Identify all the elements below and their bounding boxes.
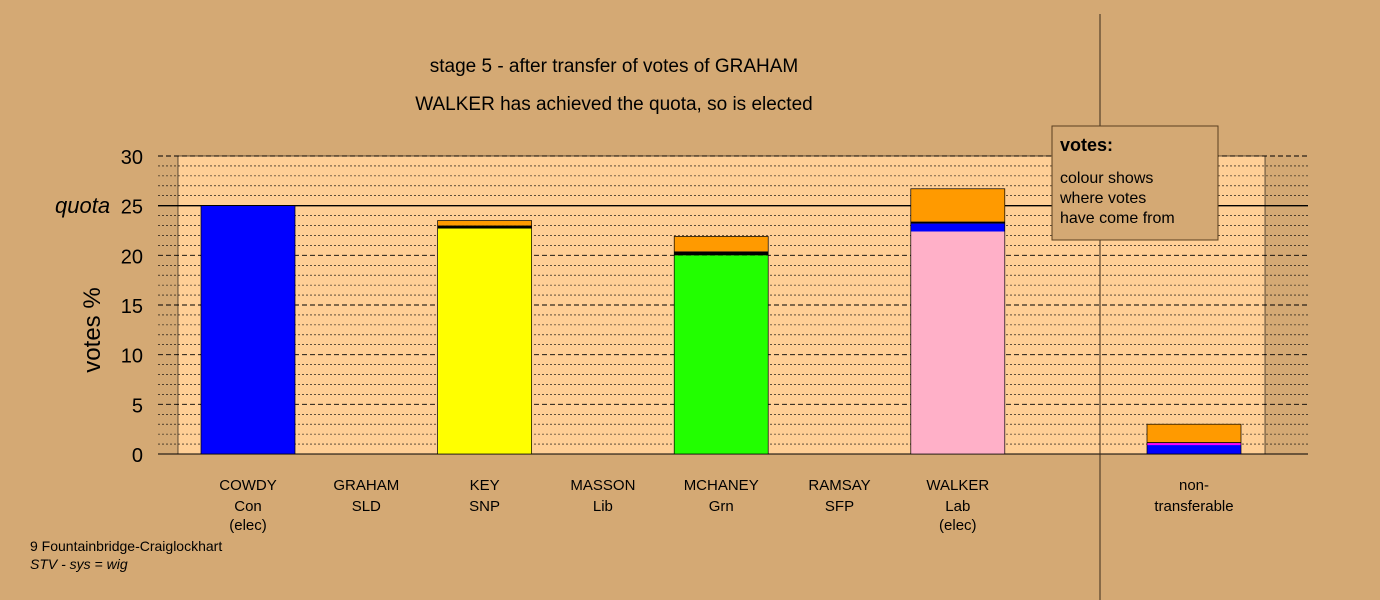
nontransferable-label-1: non-	[1179, 477, 1209, 494]
y-tick-label: 30	[121, 147, 143, 169]
bar-segment	[674, 255, 769, 454]
bar-outline	[1146, 423, 1242, 455]
candidate-party: Lib	[593, 498, 613, 515]
candidate-name: WALKER	[926, 477, 989, 494]
bar-outline	[910, 188, 1006, 455]
bar-segment	[1147, 442, 1241, 444]
chart-subtitle: WALKER has achieved the quota, so is ele…	[415, 94, 812, 115]
y-tick-label: 5	[132, 395, 143, 417]
y-tick-label: 0	[132, 445, 143, 467]
bar-cowdy	[200, 205, 296, 455]
legend-title: votes:	[1060, 135, 1113, 155]
legend-line-1: colour shows	[1060, 170, 1153, 187]
bar-segment	[910, 221, 1005, 224]
bar-segment	[1147, 445, 1241, 454]
candidate-party: Grn	[709, 498, 734, 515]
y-axis: 0 5 10 15 20 25 30	[121, 147, 143, 467]
candidate-name: MCHANEY	[684, 477, 759, 494]
footer: 9 Fountainbridge-Craiglockhart STV - sys…	[30, 537, 222, 573]
bar-segment	[910, 223, 1005, 232]
bar-segment	[437, 228, 532, 454]
legend-line-3: have come from	[1060, 210, 1175, 227]
candidate-name: COWDY	[219, 477, 277, 494]
bar-mchaney	[673, 236, 769, 455]
candidate-name: KEY	[470, 477, 500, 494]
bar-segment	[201, 205, 295, 454]
bar-outline	[200, 205, 296, 455]
system-label: STV - sys = wig	[30, 556, 128, 572]
bar-outline	[673, 236, 769, 455]
ward-name: 9 Fountainbridge-Craiglockhart	[30, 538, 223, 554]
candidate-status: (elec)	[939, 517, 977, 534]
y-axis-label: votes %	[79, 287, 106, 372]
bar-segment	[437, 220, 532, 226]
candidate-status: (elec)	[229, 517, 267, 534]
nontransferable-label-2: transferable	[1154, 498, 1233, 515]
y-tick-label: 20	[121, 246, 143, 268]
bar-nontransferable	[1146, 423, 1242, 455]
bar-key	[437, 220, 532, 455]
candidate-name: RAMSAY	[808, 477, 870, 494]
x-labels: COWDY Con (elec) GRAHAM SLD KEY SNP MASSON Lib MC…	[219, 477, 1233, 534]
y-tick-label: 25	[121, 197, 143, 219]
candidate-party: Con	[234, 498, 262, 515]
chart-title: stage 5 - after transfer of votes of GRA…	[430, 56, 799, 77]
candidate-party: SLD	[352, 498, 381, 515]
candidate-name: MASSON	[570, 477, 635, 494]
bar-segment	[674, 251, 769, 256]
candidate-name: GRAHAM	[333, 477, 399, 494]
bar-segment	[674, 236, 769, 252]
bar-segment	[910, 231, 1005, 454]
y-tick-label: 10	[121, 346, 143, 368]
bar-segment	[1147, 424, 1241, 443]
bar-walker	[910, 188, 1006, 455]
legend-line-2: where votes	[1059, 190, 1146, 207]
bar-segment	[910, 188, 1005, 222]
candidate-party: SNP	[469, 498, 500, 515]
legend-box: votes: colour shows where votes have com…	[1051, 125, 1219, 241]
candidate-party: SFP	[825, 498, 854, 515]
quota-label: quota	[55, 193, 110, 218]
bars	[200, 188, 1242, 455]
bar-segment	[1147, 443, 1241, 446]
candidate-party: Lab	[945, 498, 970, 515]
bar-segment	[437, 225, 532, 229]
y-tick-label: 15	[121, 296, 143, 318]
bar-outline	[437, 220, 532, 455]
